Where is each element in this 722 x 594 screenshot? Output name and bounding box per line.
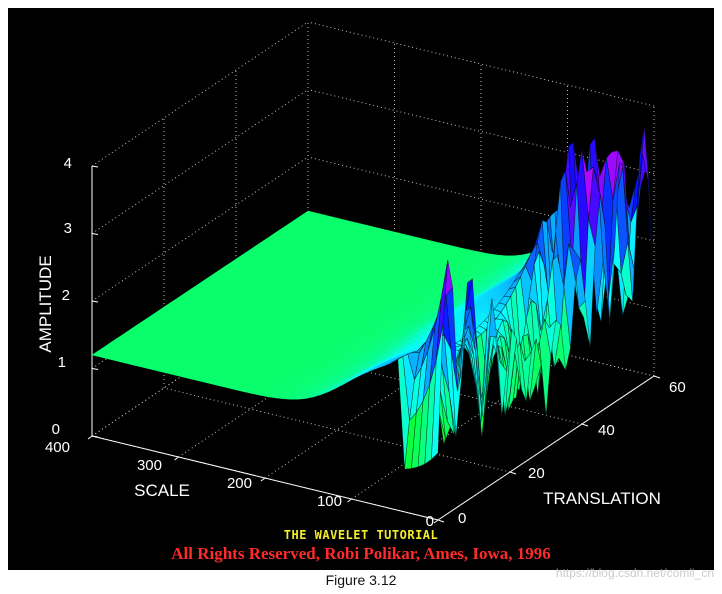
- x-tick-label-200: 200: [227, 475, 252, 492]
- grid-line-back-z: [307, 89, 655, 174]
- y-axis-line: [437, 375, 655, 521]
- grid-line-left-z: [91, 156, 309, 302]
- z-tick: [91, 165, 99, 168]
- x-tick: [260, 477, 266, 482]
- z-tick-label-2: 2: [62, 287, 70, 304]
- credit-title: THE WAVELET TUTORIAL: [283, 528, 439, 542]
- z-axis-label: AMPLITUDE: [36, 255, 55, 352]
- z-tick: [91, 300, 99, 303]
- y-tick: [653, 375, 661, 379]
- x-axis-label: SCALE: [134, 481, 190, 500]
- y-tick-label-40: 40: [598, 422, 615, 439]
- x-tick: [174, 456, 179, 461]
- z-tick-label-1: 1: [58, 354, 66, 371]
- y-tick-label-20: 20: [528, 465, 545, 482]
- grid-line-floor-t: [163, 387, 511, 473]
- grid-line-back-z: [307, 21, 655, 107]
- x-tick-label-100: 100: [317, 493, 342, 510]
- watermark: https://blog.csdn.net/comli_cn: [555, 566, 714, 580]
- y-tick-label-0: 0: [458, 510, 466, 527]
- grid-line-left-z: [91, 89, 309, 234]
- x-tick: [87, 435, 93, 440]
- figure-panel: 0 1 2 3 4 400 300 200 100 0 0 20 40 60 A…: [8, 8, 714, 570]
- x-tick-label-300: 300: [137, 457, 162, 474]
- x-tick-label-0: 0: [426, 513, 434, 530]
- y-tick: [437, 519, 445, 523]
- credit-rights: All Rights Reserved, Robi Polikar, Ames,…: [171, 544, 551, 563]
- surface-patch: [431, 324, 444, 461]
- surface-plot: 0 1 2 3 4 400 300 200 100 0 0 20 40 60 A…: [36, 21, 686, 530]
- z-tick-label-4: 4: [64, 155, 72, 172]
- grid-line-back-z: [307, 156, 655, 242]
- y-tick-label-60: 60: [669, 379, 686, 396]
- figure-caption: Figure 3.12: [325, 572, 397, 588]
- axes: 0 1 2 3 4 400 300 200 100 0 0 20 40 60 A…: [36, 155, 686, 530]
- z-tick: [91, 435, 99, 438]
- grid-line-left-z: [91, 21, 309, 167]
- x-tick: [347, 498, 352, 503]
- z-tick: [91, 233, 99, 235]
- z-tick: [91, 368, 99, 370]
- x-tick-label-400: 400: [45, 439, 70, 456]
- x-tick: [433, 519, 439, 524]
- y-tick: [581, 423, 589, 427]
- z-tick-label-3: 3: [64, 220, 72, 237]
- z-tick-label-0: 0: [52, 421, 60, 438]
- y-tick: [509, 471, 517, 475]
- y-axis-label: TRANSLATION: [543, 489, 661, 508]
- surface-mesh: [91, 125, 655, 470]
